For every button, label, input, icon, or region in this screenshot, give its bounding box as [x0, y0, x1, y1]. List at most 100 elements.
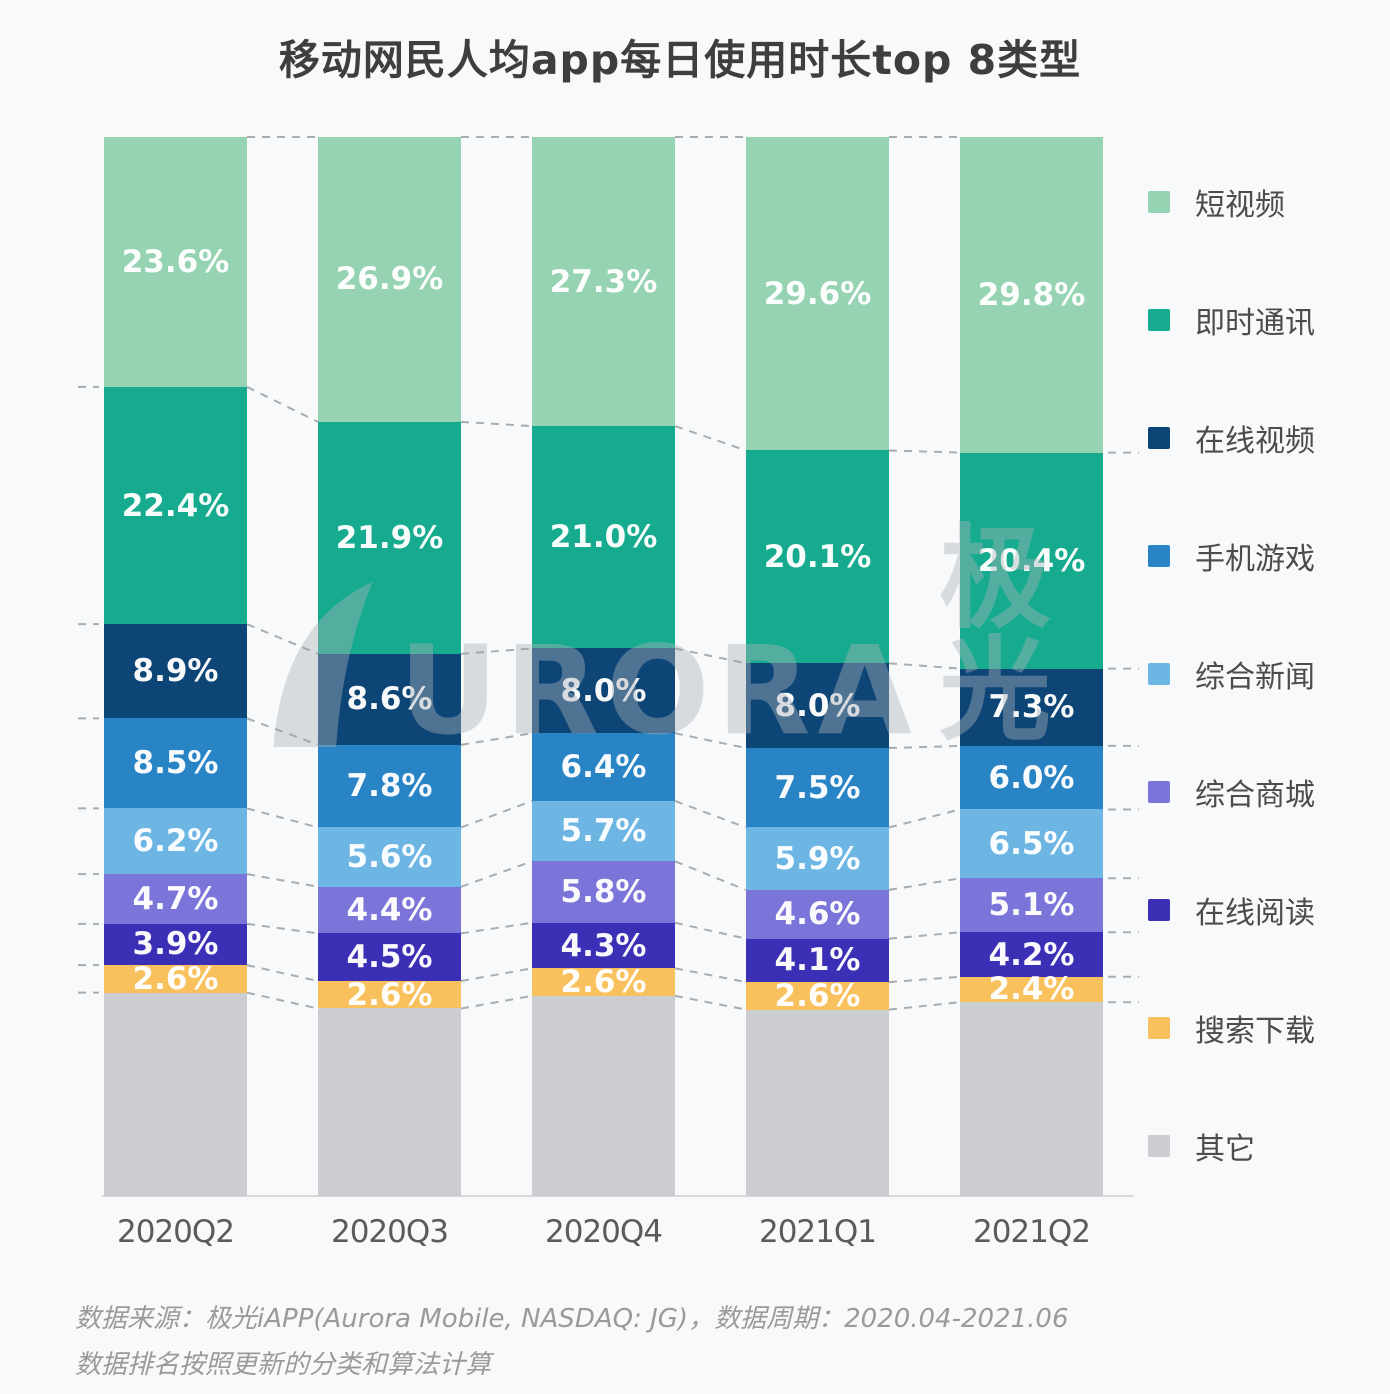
x-axis-label: 2020Q4	[544, 1214, 663, 1250]
bar-segment: 4.2%	[960, 932, 1103, 977]
value-label: 6.2%	[132, 823, 219, 860]
methodology-note: 数据排名按照更新的分类和算法计算	[75, 1350, 492, 1380]
bar-segment: 3.9%	[104, 923, 247, 966]
bar-segment: 7.3%	[960, 668, 1103, 746]
legend-item: 其它	[1148, 1130, 1315, 1167]
bar-2020Q4: 27.3% 21.0% 8.0% 6.4% 5.7% 5.8% 4.3% 2.6%	[532, 137, 675, 1196]
bar-segment: 2.4%	[960, 971, 1103, 1007]
value-label: 7.8%	[346, 768, 433, 805]
bar-segment: 6.5%	[960, 809, 1103, 879]
bar-segment: 8.6%	[318, 653, 461, 745]
bar-segment: 5.6%	[318, 827, 461, 887]
value-label: 29.6%	[763, 275, 872, 312]
value-label: 5.1%	[988, 887, 1075, 924]
bar-segment: 4.3%	[532, 922, 675, 969]
legend-label: 综合商城	[1195, 777, 1315, 813]
bar-segment: 4.5%	[318, 933, 461, 981]
bar-segment: 29.8%	[960, 137, 1103, 453]
bar-segment: 7.5%	[746, 748, 889, 828]
value-label: 27.3%	[549, 263, 658, 300]
bar-2020Q2: 23.6% 22.4% 8.9% 8.5% 6.2% 4.7% 3.9% 2.6%	[104, 137, 247, 1196]
bar-segment: 2.6%	[104, 960, 247, 997]
bar-segment: 4.4%	[318, 886, 461, 934]
bar-2021Q1: 29.6% 20.1% 8.0% 7.5% 5.9% 4.6% 4.1% 2.6%	[746, 137, 889, 1196]
value-label: 8.5%	[132, 745, 219, 782]
bar-segment: 5.7%	[532, 800, 675, 862]
bar-segment: 6.4%	[532, 733, 675, 801]
x-axis-label: 2020Q3	[330, 1214, 449, 1250]
bar-segment: 5.9%	[746, 827, 889, 890]
legend-swatch-icon	[1148, 426, 1170, 449]
value-label: 20.1%	[763, 538, 872, 575]
value-label: 20.4%	[977, 542, 1086, 579]
value-label: 2.6%	[346, 976, 433, 1013]
value-label: 23.6%	[121, 243, 230, 280]
bar-segment	[746, 1009, 889, 1196]
value-label: 6.4%	[560, 749, 647, 786]
bar-segment: 2.6%	[318, 976, 461, 1013]
bar-segment: 8.0%	[746, 663, 889, 749]
value-label: 4.2%	[988, 936, 1075, 973]
bar-segment: 26.9%	[318, 137, 461, 422]
legend-item: 在线视频	[1148, 422, 1315, 459]
value-label: 3.9%	[132, 926, 219, 963]
bar-segment: 20.1%	[746, 450, 889, 664]
legend-swatch-icon	[1148, 1134, 1170, 1157]
legend-label: 在线阅读	[1195, 895, 1315, 931]
bar-segment: 8.9%	[104, 624, 247, 719]
value-label: 6.5%	[988, 825, 1075, 862]
bar-segment: 21.0%	[532, 426, 675, 649]
bar-segment	[532, 995, 675, 1196]
value-label: 4.7%	[132, 880, 219, 917]
legend: 短视频 即时通讯 在线视频 手机游戏 综合新闻 综合商城 在线阅读 搜索下载 其它	[1148, 186, 1315, 1248]
bar-segment: 4.1%	[746, 938, 889, 983]
value-label: 26.9%	[335, 261, 444, 298]
bar-segment: 6.0%	[960, 745, 1103, 810]
bar-segment	[960, 1002, 1103, 1196]
value-label: 4.6%	[774, 896, 861, 933]
bar-segment: 6.2%	[104, 808, 247, 875]
legend-item: 短视频	[1148, 186, 1315, 223]
x-axis-labels: 2020Q2 2020Q3 2020Q4 2021Q1 2021Q2	[104, 1214, 1103, 1250]
legend-item: 即时通讯	[1148, 304, 1315, 341]
legend-swatch-icon	[1148, 190, 1170, 213]
bar-segment: 27.3%	[532, 137, 675, 427]
bar-segment: 4.6%	[746, 889, 889, 939]
data-source-note: 数据来源：极光iAPP(Aurora Mobile, NASDAQ: JG)，数…	[75, 1304, 1069, 1334]
legend-item: 搜索下载	[1148, 1012, 1315, 1049]
value-label: 4.4%	[346, 892, 433, 929]
x-axis-label: 2021Q2	[972, 1214, 1091, 1250]
footer: 数据来源：极光iAPP(Aurora Mobile, NASDAQ: JG)，数…	[75, 1296, 1069, 1388]
value-label: 5.6%	[346, 839, 433, 876]
legend-label: 短视频	[1195, 187, 1285, 223]
value-label: 5.8%	[560, 874, 647, 911]
legend-label: 搜索下载	[1195, 1013, 1315, 1049]
legend-label: 在线视频	[1195, 423, 1315, 459]
legend-swatch-icon	[1148, 308, 1170, 331]
value-label: 5.7%	[560, 813, 647, 850]
bar-segment: 5.1%	[960, 878, 1103, 933]
bar-segment: 20.4%	[960, 452, 1103, 669]
value-label: 21.9%	[335, 519, 444, 556]
legend-label: 其它	[1195, 1131, 1255, 1167]
legend-swatch-icon	[1148, 780, 1170, 803]
bar-segment: 2.6%	[746, 977, 889, 1014]
value-label: 5.9%	[774, 840, 861, 877]
x-axis-label: 2021Q1	[758, 1214, 877, 1250]
bar-segment: 29.6%	[746, 137, 889, 451]
bar-segment: 21.9%	[318, 421, 461, 654]
bar-segment: 2.6%	[532, 964, 675, 1001]
value-label: 2.6%	[132, 960, 219, 997]
bar-segment: 23.6%	[104, 137, 247, 387]
value-label: 8.0%	[774, 687, 861, 724]
value-label: 4.1%	[774, 942, 861, 979]
value-label: 2.6%	[774, 977, 861, 1014]
bar-segment: 22.4%	[104, 386, 247, 625]
x-axis-label: 2020Q2	[116, 1214, 235, 1250]
bar-segment: 7.8%	[318, 744, 461, 828]
legend-item: 手机游戏	[1148, 540, 1315, 577]
legend-swatch-icon	[1148, 1016, 1170, 1039]
bars-container: 23.6% 22.4% 8.9% 8.5% 6.2% 4.7% 3.9% 2.6% 26.9% 2…	[104, 137, 1103, 1196]
value-label: 2.6%	[560, 964, 647, 1001]
